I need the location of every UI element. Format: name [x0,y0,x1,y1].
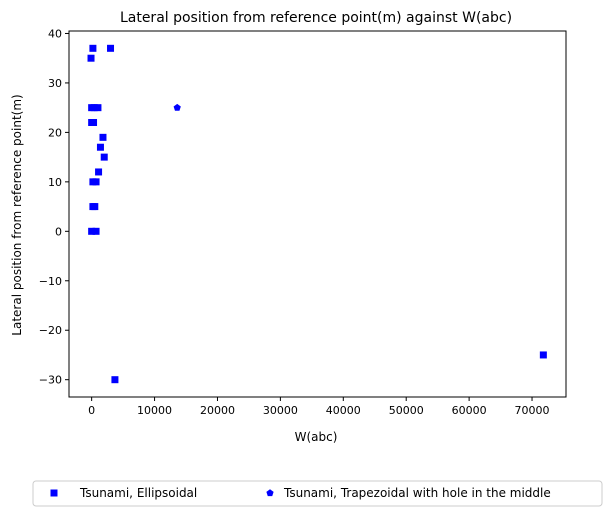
legend-label-series-1: Tsunami, Ellipsoidal [79,486,197,500]
y-tick-label: 20 [48,126,62,139]
data-point-series-1 [90,119,98,126]
legend: Tsunami, Ellipsoidal Tsunami, Trapezoidal… [32,480,603,507]
x-tick-label: 30000 [263,404,298,417]
y-tick-label: 40 [48,27,62,40]
legend-marker-series-1 [50,489,58,497]
chart-title: Lateral position from reference point(m)… [120,10,512,26]
legend-label-series-2: Tsunami, Trapezoidal with hole in the mi… [283,486,551,500]
y-tick-label: −10 [39,275,62,288]
data-point-series-1 [91,203,99,211]
data-point-series-1 [107,44,115,52]
plot-area: 0 10000 20000 30000 40000 50000 60000 70000 −30 −… [39,27,567,417]
y-tick-label: 10 [48,176,62,189]
legend-marker-series-2 [266,489,274,497]
legend-frame [32,480,603,507]
y-tick-label: 0 [55,225,62,238]
axes-frame [68,30,567,398]
x-tick-label: 60000 [452,404,487,417]
y-tick-label: −20 [39,324,62,337]
y-tick-label: −30 [39,374,62,387]
x-axis-label: W(abc) [295,430,338,444]
data-point-series-1 [111,376,119,384]
data-point-series-1 [87,54,95,62]
x-tick-label: 10000 [137,404,172,417]
x-tick-label: 0 [88,404,95,417]
y-tick-label: 30 [48,77,62,90]
data-point-series-1 [92,227,100,235]
data-point-series-1 [539,351,547,359]
x-tick-label: 70000 [515,404,550,417]
data-point-series-1 [92,178,100,186]
y-axis-label: Lateral position from reference point(m) [10,94,24,335]
data-point-series-1 [89,44,97,52]
data-point-series-1 [95,168,103,176]
data-point-series-2 [173,103,181,111]
x-tick-label: 50000 [389,404,424,417]
data-point-series-1 [88,227,96,235]
x-tick-label: 20000 [200,404,235,417]
x-tick-label: 40000 [326,404,361,417]
data-point-series-1 [100,153,108,161]
data-point-series-1 [99,133,107,141]
data-point-series-1 [90,104,98,112]
data-point-series-1 [94,104,102,112]
data-point-series-1 [96,143,104,151]
